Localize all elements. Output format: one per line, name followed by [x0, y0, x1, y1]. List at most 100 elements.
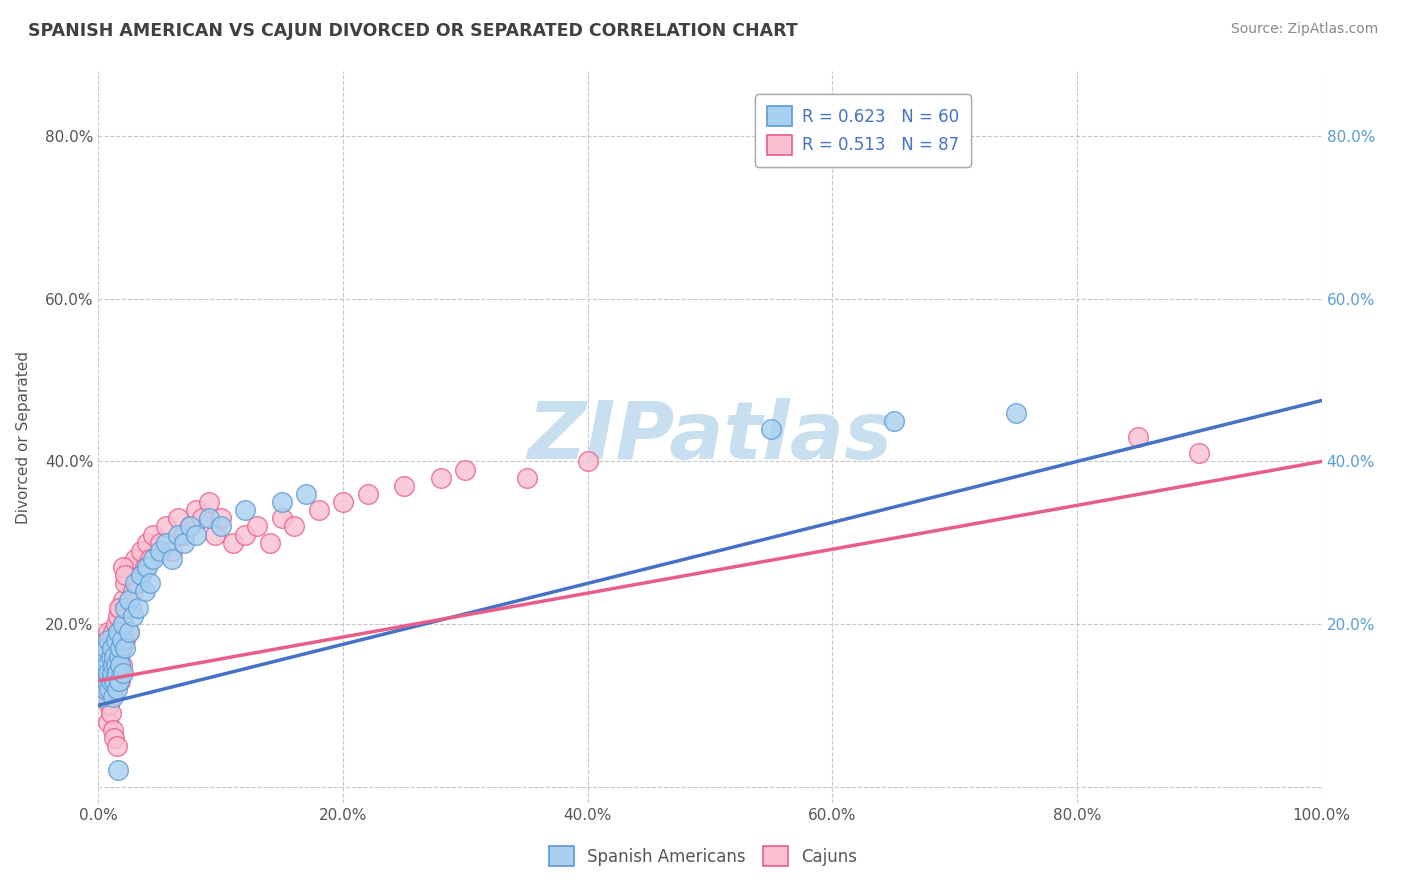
- Point: [111, 665, 134, 680]
- Point: [94, 665, 117, 680]
- Point: [392, 479, 416, 493]
- Point: [94, 633, 117, 648]
- Point: [104, 617, 127, 632]
- Point: [259, 535, 281, 549]
- Point: [761, 422, 783, 436]
- Point: [111, 592, 134, 607]
- Point: [98, 641, 121, 656]
- Point: [105, 681, 128, 696]
- Point: [100, 665, 122, 680]
- Point: [332, 495, 354, 509]
- Point: [98, 681, 121, 696]
- Point: [108, 625, 131, 640]
- Point: [103, 665, 125, 680]
- Legend: R = 0.623   N = 60, R = 0.513   N = 87: R = 0.623 N = 60, R = 0.513 N = 87: [755, 95, 970, 167]
- Point: [111, 657, 134, 672]
- Point: [101, 690, 124, 705]
- Point: [136, 560, 159, 574]
- Point: [94, 641, 117, 656]
- Point: [149, 535, 172, 549]
- Point: [209, 511, 232, 525]
- Point: [295, 487, 318, 501]
- Point: [96, 657, 118, 672]
- Point: [270, 511, 294, 525]
- Point: [186, 503, 208, 517]
- Point: [233, 527, 256, 541]
- Point: [105, 633, 128, 648]
- Point: [104, 673, 127, 688]
- Point: [179, 519, 201, 533]
- Point: [103, 649, 125, 664]
- Point: [136, 535, 159, 549]
- Point: [101, 649, 124, 664]
- Text: Source: ZipAtlas.com: Source: ZipAtlas.com: [1230, 22, 1378, 37]
- Point: [114, 568, 136, 582]
- Point: [93, 673, 115, 688]
- Point: [91, 657, 114, 672]
- Point: [101, 625, 124, 640]
- Point: [107, 608, 129, 623]
- Point: [114, 641, 136, 656]
- Point: [93, 649, 115, 664]
- Point: [111, 617, 134, 632]
- Point: [204, 527, 226, 541]
- Point: [105, 665, 128, 680]
- Point: [97, 633, 120, 648]
- Point: [308, 503, 330, 517]
- Point: [103, 641, 125, 656]
- Point: [100, 633, 122, 648]
- Point: [114, 576, 136, 591]
- Point: [108, 649, 131, 664]
- Point: [103, 673, 125, 688]
- Point: [101, 665, 124, 680]
- Point: [356, 487, 378, 501]
- Point: [104, 633, 127, 648]
- Point: [105, 739, 128, 753]
- Point: [222, 535, 245, 549]
- Point: [121, 608, 143, 623]
- Point: [104, 657, 127, 672]
- Point: [91, 649, 114, 664]
- Point: [270, 495, 294, 509]
- Point: [129, 568, 152, 582]
- Point: [91, 690, 114, 705]
- Point: [430, 471, 453, 485]
- Point: [96, 673, 118, 688]
- Point: [108, 673, 131, 688]
- Point: [93, 681, 115, 696]
- Point: [173, 527, 195, 541]
- Point: [173, 535, 195, 549]
- Point: [97, 714, 120, 729]
- Point: [114, 633, 136, 648]
- Point: [91, 681, 114, 696]
- Point: [100, 673, 122, 688]
- Point: [101, 657, 124, 672]
- Point: [179, 519, 201, 533]
- Point: [139, 552, 162, 566]
- Point: [90, 673, 112, 688]
- Point: [576, 454, 599, 468]
- Point: [127, 576, 149, 591]
- Point: [160, 552, 183, 566]
- Y-axis label: Divorced or Separated: Divorced or Separated: [17, 351, 31, 524]
- Point: [883, 414, 905, 428]
- Point: [89, 673, 111, 688]
- Point: [108, 600, 131, 615]
- Point: [142, 552, 165, 566]
- Point: [103, 731, 125, 745]
- Point: [89, 665, 111, 680]
- Point: [107, 764, 129, 778]
- Point: [97, 665, 120, 680]
- Point: [91, 665, 114, 680]
- Point: [97, 625, 120, 640]
- Point: [124, 576, 146, 591]
- Point: [111, 633, 134, 648]
- Point: [1188, 446, 1211, 460]
- Point: [149, 544, 172, 558]
- Point: [96, 681, 118, 696]
- Point: [93, 641, 115, 656]
- Point: [105, 657, 128, 672]
- Point: [118, 592, 141, 607]
- Point: [1004, 406, 1026, 420]
- Point: [120, 600, 142, 615]
